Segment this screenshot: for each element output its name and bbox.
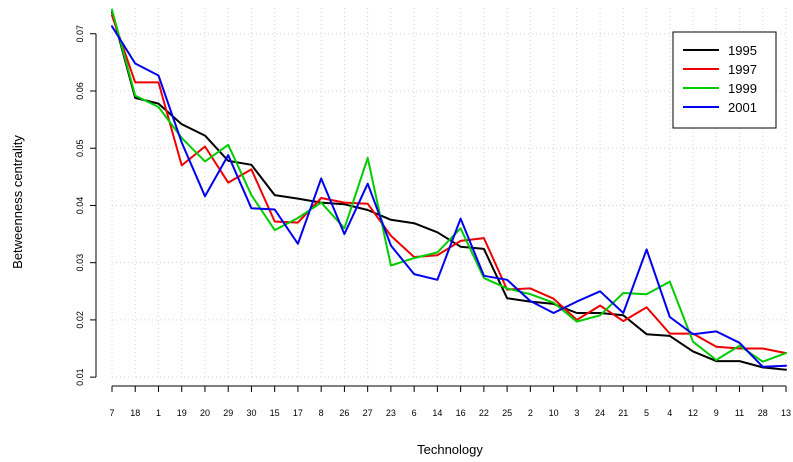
legend-label: 2001	[728, 100, 757, 115]
x-tick-label: 3	[574, 408, 579, 418]
x-tick-label: 29	[223, 408, 233, 418]
legend-box	[672, 31, 777, 129]
x-tick-label: 24	[595, 408, 605, 418]
x-tick-label: 7	[109, 408, 114, 418]
series-line-1999	[111, 8, 787, 363]
y-tick-label: 0.01	[75, 368, 85, 386]
x-tick-label: 9	[714, 408, 719, 418]
series-line-2001	[111, 25, 787, 368]
y-axis: 0.01 0.02 0.03 0.04 0.05 0.06 0.07	[75, 25, 97, 386]
x-tick-label: 20	[200, 408, 210, 418]
x-tick-label: 5	[644, 408, 649, 418]
x-tick-label: 12	[688, 408, 698, 418]
x-tick-label: 14	[432, 408, 442, 418]
x-tick-label: 13	[781, 408, 791, 418]
x-tick-label: 21	[618, 408, 628, 418]
y-tick-label: 0.04	[75, 197, 85, 215]
y-tick-label: 0.03	[75, 254, 85, 272]
x-tick-label: 26	[339, 408, 349, 418]
x-axis-title: Technology	[417, 442, 483, 457]
x-tick-label: 28	[758, 408, 768, 418]
x-tick-label: 6	[412, 408, 417, 418]
x-tick-label: 27	[363, 408, 373, 418]
x-tick-label: 18	[130, 408, 140, 418]
x-tick-label: 30	[246, 408, 256, 418]
y-axis-title: Betweenness centrality	[10, 135, 25, 269]
x-tick-label: 8	[319, 408, 324, 418]
legend: 1995 1997 1999 2001	[672, 31, 777, 129]
x-tick-label: 22	[479, 408, 489, 418]
x-tick-label: 19	[177, 408, 187, 418]
x-tick-label: 10	[549, 408, 559, 418]
x-tick-label: 23	[386, 408, 396, 418]
x-tick-label: 2	[528, 408, 533, 418]
legend-label: 1999	[728, 81, 757, 96]
x-tick-label: 11	[735, 408, 744, 418]
legend-label: 1995	[728, 43, 757, 58]
x-tick-label: 15	[270, 408, 280, 418]
y-tick-label: 0.06	[75, 82, 85, 100]
series-lines	[111, 8, 787, 371]
x-tick-label: 16	[456, 408, 466, 418]
grid	[111, 8, 787, 380]
x-tick-label: 17	[293, 408, 303, 418]
y-tick-label: 0.05	[75, 139, 85, 157]
legend-label: 1997	[728, 62, 757, 77]
x-tick-label: 25	[502, 408, 512, 418]
x-tick-label: 1	[156, 408, 161, 418]
y-tick-label: 0.07	[75, 25, 85, 43]
y-tick-label: 0.02	[75, 311, 85, 329]
x-tick-label: 4	[667, 408, 672, 418]
x-axis: 7 18 1 19 20 29 30 15 17 8 26 27 23 6 14 16 22 25 2 10 3 24 21…	[109, 385, 791, 418]
